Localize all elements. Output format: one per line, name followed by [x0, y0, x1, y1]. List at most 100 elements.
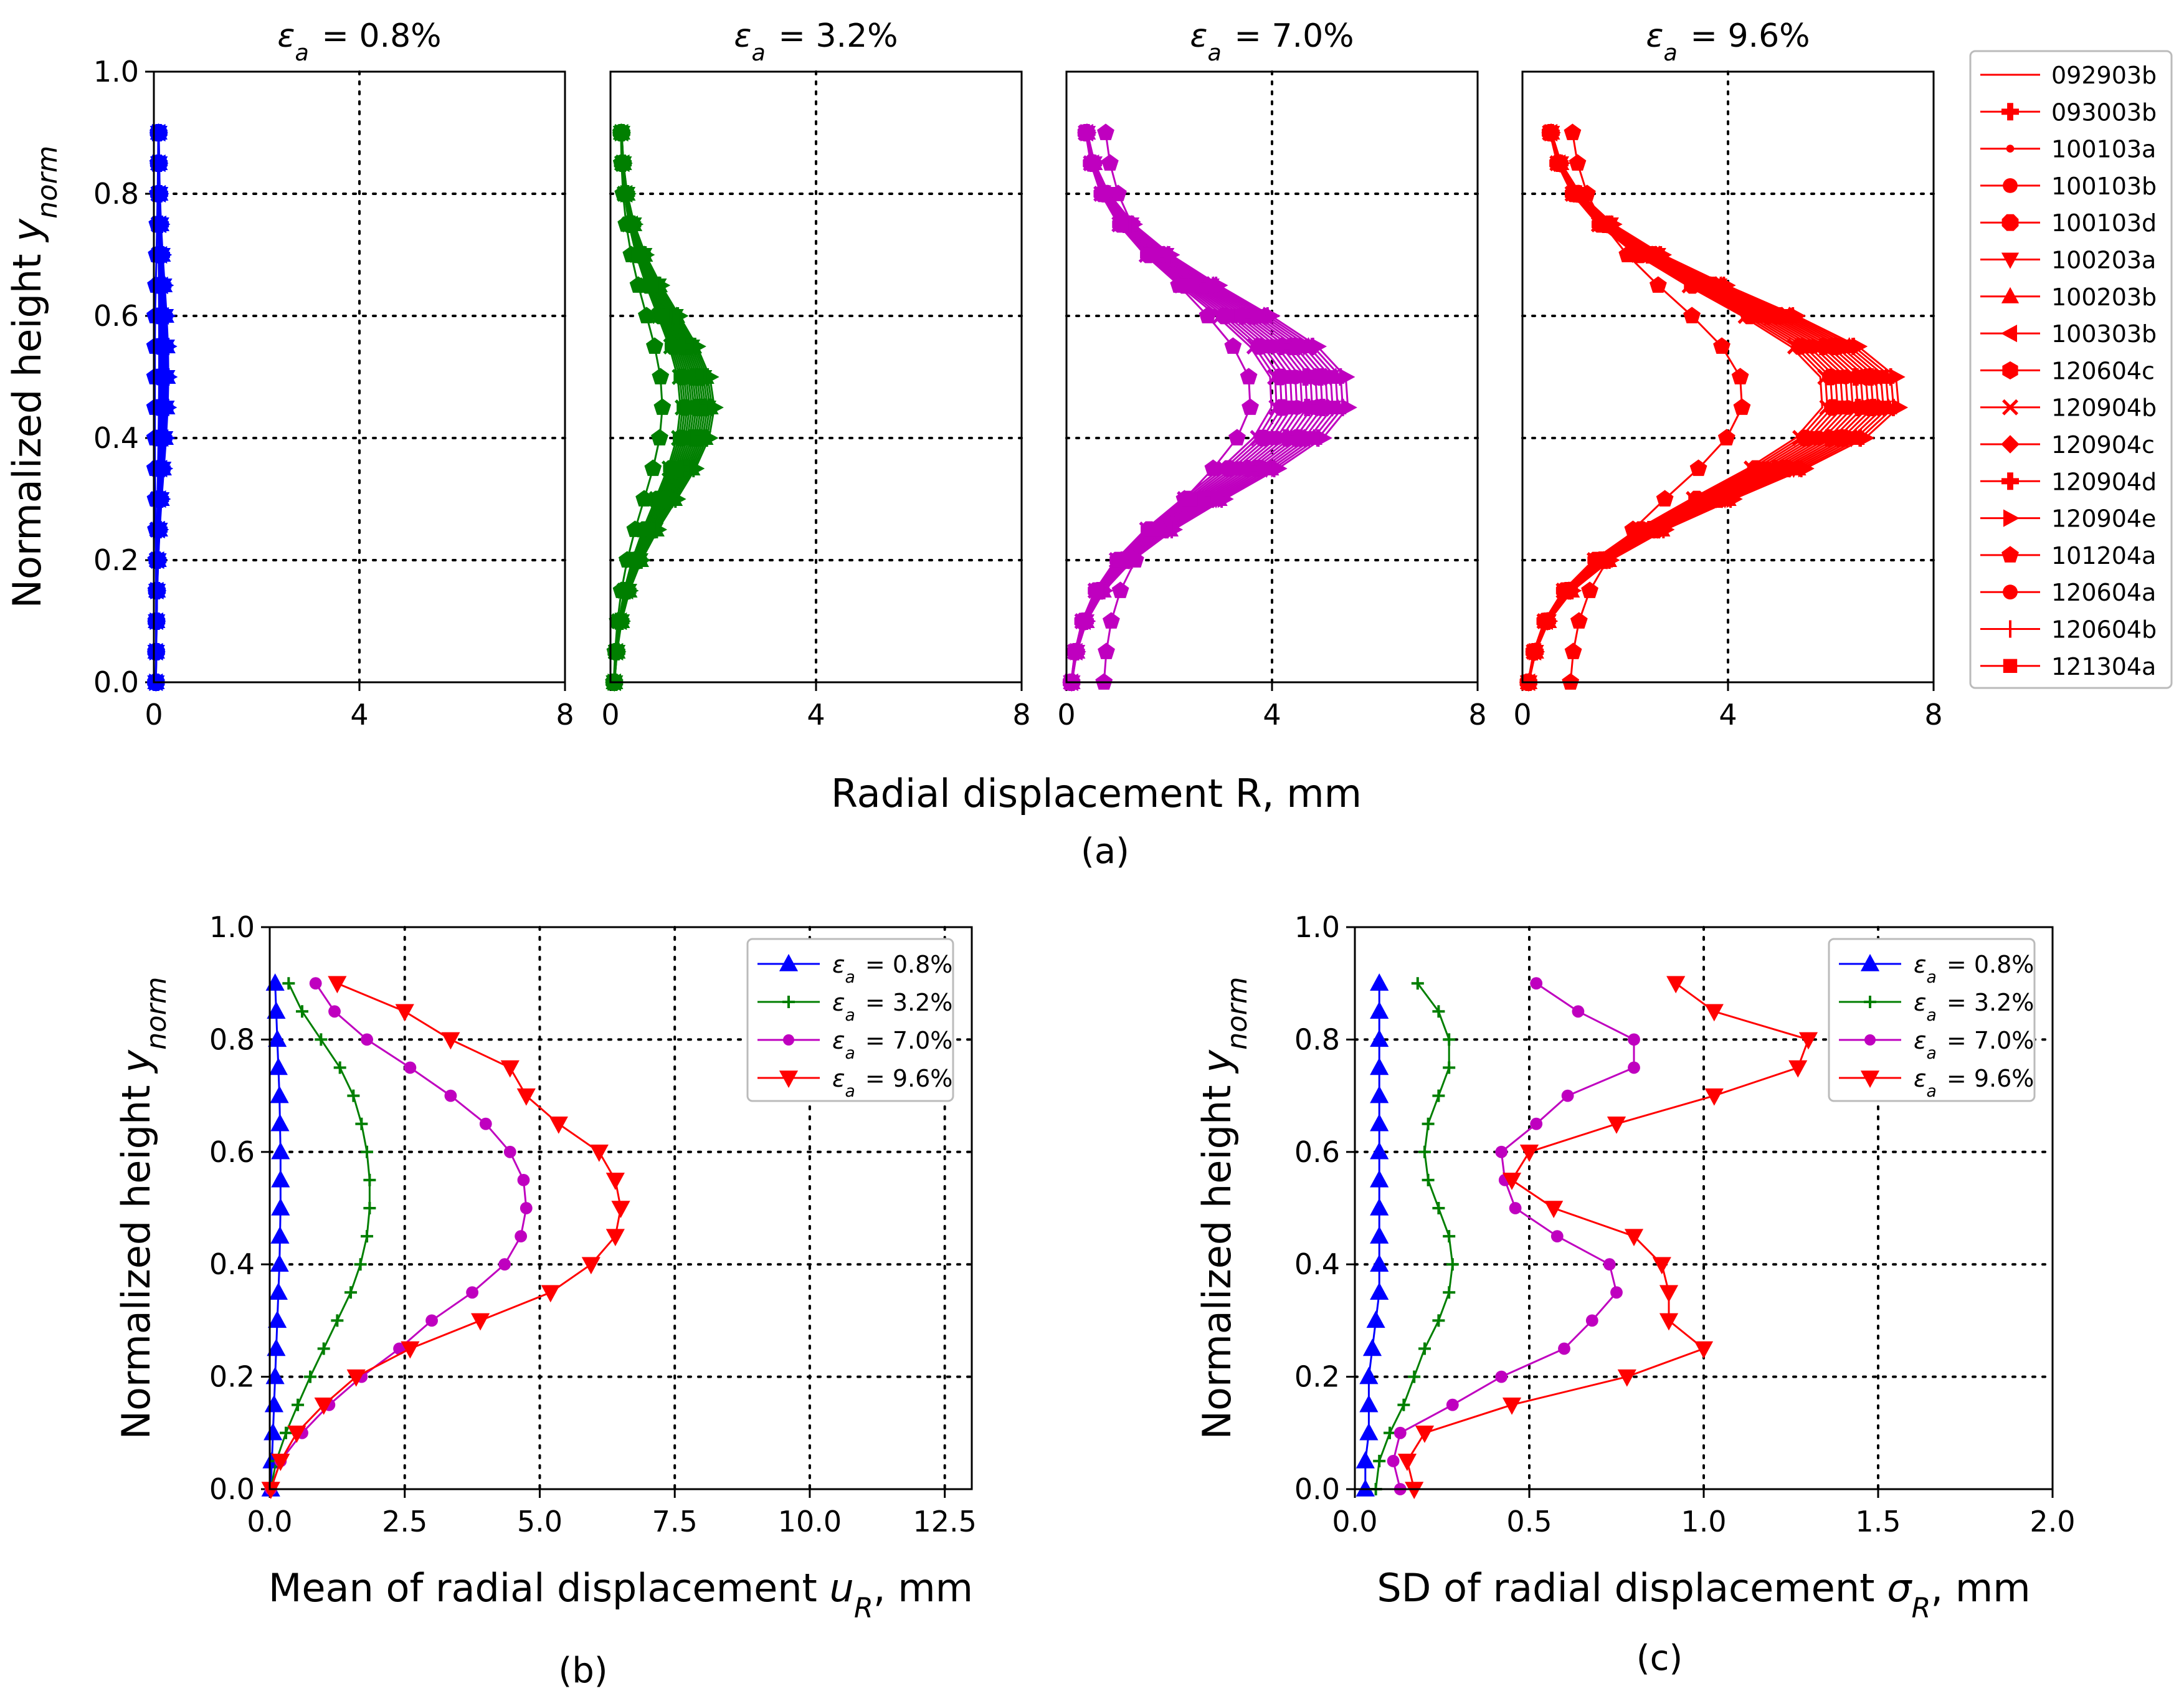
point-c-3-2	[1415, 1426, 1435, 1443]
point-c-2-7-shape	[1610, 1286, 1623, 1299]
point-a4-101204a-3	[1581, 581, 1598, 598]
panel-a3-xtick-label-1: 4	[1263, 698, 1281, 731]
point-b-2-6	[425, 1314, 438, 1327]
point-a4-121304a-18-shape	[1543, 125, 1557, 140]
panel-a2-title: εa = 3.2%	[734, 17, 898, 66]
point-a3-121304a-4-shape	[1112, 553, 1126, 568]
point-b-2-17	[328, 1005, 341, 1018]
point-c-0-15-shape	[1370, 1057, 1389, 1075]
point-a2-121304a-1	[609, 644, 624, 659]
point-a1-121304a-6	[151, 492, 166, 507]
point-a3-121304a-12-shape	[1220, 308, 1235, 323]
point-a3-121304a-16-shape	[1095, 186, 1110, 201]
point-b-3-13-shape	[549, 1116, 568, 1134]
point-b-1-5	[317, 1342, 330, 1355]
point-a4-121304a-9-shape	[1830, 400, 1845, 415]
point-c-2-8-shape	[1603, 1258, 1616, 1271]
fig-c-ytick-label-1: 0.2	[1294, 1360, 1340, 1394]
point-a2-121304a-1-shape	[609, 644, 624, 659]
panel-a4-xtick-label-1: 4	[1719, 698, 1737, 731]
point-a1-121304a-5	[150, 522, 165, 537]
point-c-3-18-shape	[1666, 976, 1686, 994]
point-a1-121304a-10	[154, 369, 168, 384]
point-a4-120904d-9-shape	[1849, 399, 1867, 416]
legend-c-box	[1828, 938, 2036, 1102]
point-a2-101204a-9-shape	[653, 398, 672, 415]
point-a1-121304a-6-shape	[151, 492, 166, 507]
point-a3-121304a-10	[1278, 369, 1293, 384]
point-c-0-11-shape	[1370, 1170, 1389, 1188]
point-b-0-10-shape	[271, 1198, 290, 1216]
point-a1-121304a-2	[149, 614, 164, 629]
point-a3-101204a-3	[1111, 581, 1129, 598]
point-a3-121304a-18	[1079, 125, 1093, 140]
point-b-2-10-shape	[520, 1202, 533, 1214]
point-b-3-11	[605, 1173, 625, 1190]
point-b-1-8-shape	[354, 1258, 367, 1271]
point-a3-121304a-17	[1084, 156, 1099, 171]
fig-b-xtick-label-2: 5.0	[517, 1505, 563, 1538]
point-c-2-5-shape	[1558, 1342, 1570, 1355]
point-b-1-4	[304, 1370, 317, 1383]
point-b-1-15-shape	[333, 1061, 346, 1074]
legend-a-label-092903b: 092903b	[2051, 62, 2157, 89]
legend-b-box	[746, 938, 954, 1102]
legend-a-label-100303b: 100303b	[2051, 320, 2157, 348]
c-ylabel: Normalized height ynorm	[1194, 977, 1253, 1440]
legend-a-marker-120904c	[2001, 435, 2020, 454]
legend-b-marker-0	[779, 953, 799, 971]
legend-a-label-093003b: 093003b	[2051, 98, 2157, 126]
panel-a4-title: εa = 9.6%	[1646, 17, 1810, 66]
point-a2-101204a-11	[645, 337, 663, 354]
legend-a-label-100203a: 100203a	[2051, 247, 2156, 274]
point-a1-121304a-16-shape	[151, 186, 166, 201]
fig-c-xtick-label-1: 0.5	[1506, 1505, 1552, 1538]
point-c-0-17	[1370, 1001, 1389, 1019]
legend-a-marker-100303b	[2000, 324, 2017, 343]
point-a3-120904d-10-shape	[1296, 368, 1314, 386]
point-a2-121304a-11-shape	[668, 339, 682, 354]
point-c-0-16-shape	[1370, 1029, 1389, 1047]
point-a3-121304a-8-shape	[1260, 431, 1275, 446]
point-a4-121304a-16	[1567, 186, 1581, 201]
point-c-3-13-shape	[1607, 1116, 1626, 1134]
fig-c-xtick-label-2: 1.0	[1681, 1505, 1726, 1538]
point-c-2-4-shape	[1495, 1370, 1508, 1383]
point-b-2-7-shape	[466, 1286, 478, 1299]
point-a3-121304a-9-shape	[1280, 400, 1294, 415]
point-c-0-7	[1370, 1282, 1389, 1300]
a-xlabel: Radial displacement R, mm	[831, 771, 1362, 816]
point-a2-121304a-3	[618, 583, 632, 598]
point-c-1-15	[1443, 1061, 1456, 1074]
point-a2-121304a-18-shape	[614, 125, 629, 140]
point-b-1-10	[363, 1202, 376, 1214]
point-a1-121304a-9	[153, 400, 168, 415]
c-xlabel: SD of radial displacement σR, mm	[1377, 1565, 2030, 1624]
point-a3-101204a-12-shape	[1199, 307, 1217, 323]
point-c-0-12	[1370, 1141, 1389, 1160]
point-b-2-11-shape	[517, 1174, 530, 1186]
point-a3-101204a-3-shape	[1111, 581, 1129, 598]
point-a3-121304a-7-shape	[1225, 461, 1240, 476]
point-c-1-2-shape	[1384, 1426, 1396, 1439]
fig-c-xtick-label-3: 1.5	[1855, 1505, 1901, 1538]
point-c-1-13	[1422, 1117, 1435, 1130]
point-c-3-1	[1397, 1454, 1417, 1471]
point-c-0-5	[1362, 1338, 1382, 1356]
legend-c-label-0: εa = 0.8%	[1914, 951, 2034, 987]
point-a3-121304a-8	[1260, 431, 1275, 446]
point-c-3-3	[1502, 1397, 1522, 1415]
point-a4-121304a-17-shape	[1550, 156, 1565, 171]
panel-a-1: 0 4 8 0.0 0.2 0.4 0.6 0.8 1.0 εa = 0.8%	[93, 17, 574, 731]
point-a4-121304a-14	[1635, 247, 1649, 262]
point-a4-121304a-6	[1693, 492, 1707, 507]
point-a1-121304a-15	[152, 217, 166, 232]
point-a2-121304a-3-shape	[618, 583, 632, 598]
point-a3-121304a-1	[1068, 644, 1083, 659]
point-a4-120904d-9	[1849, 399, 1867, 416]
point-b-0-17	[267, 1001, 286, 1019]
point-b-1-17-shape	[296, 1005, 309, 1018]
point-a3-101204a-10	[1240, 368, 1258, 384]
legend-a-box	[1969, 50, 2173, 689]
point-b-2-16	[361, 1033, 373, 1046]
